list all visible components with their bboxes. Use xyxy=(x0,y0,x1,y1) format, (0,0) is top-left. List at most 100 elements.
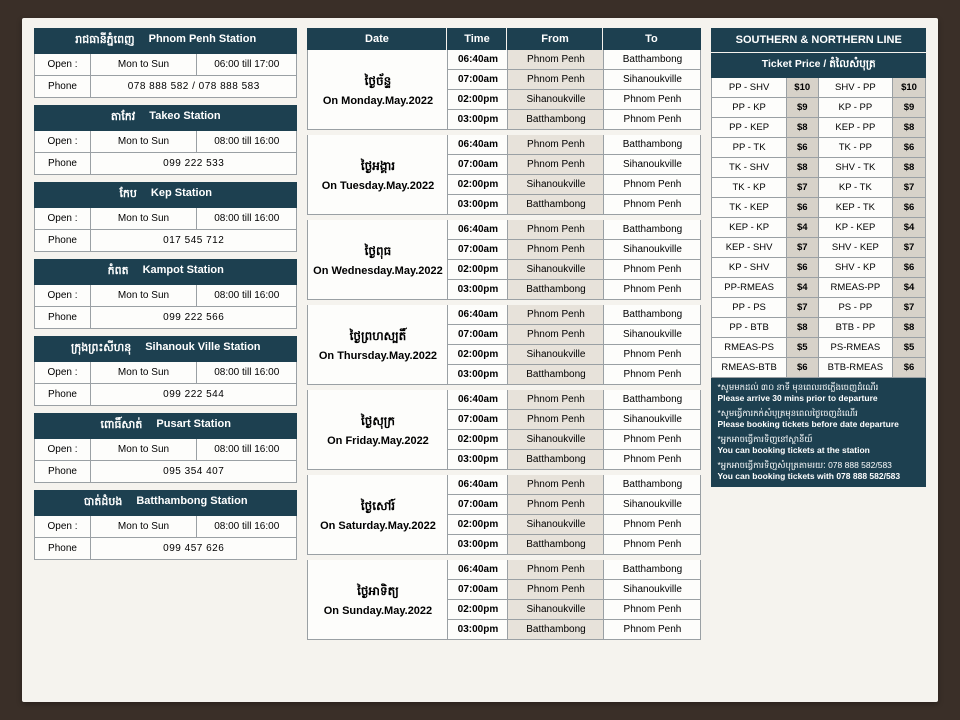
prices-notes: *សូមមកដល់ ៣០ នាទី មុនពេលរថភ្លើងចេញដំណើរP… xyxy=(711,378,926,487)
price-b: $8 xyxy=(893,318,925,337)
trip-from: Batthambong xyxy=(508,620,604,639)
trip-time: 07:00am xyxy=(448,580,508,599)
phone-number: 099 222 566 xyxy=(91,307,296,328)
trip-from: Batthambong xyxy=(508,110,604,129)
trip-time: 02:00pm xyxy=(448,430,508,449)
day-label: ថ្ងៃពុធ On Wednesday.May.2022 xyxy=(308,220,448,299)
phone-label: Phone xyxy=(35,461,91,482)
trip-from: Phnom Penh xyxy=(508,70,604,89)
note-en: You can booking tickets with 078 888 582… xyxy=(717,471,920,482)
trip-to: Phnom Penh xyxy=(604,175,700,194)
open-days: Mon to Sun xyxy=(91,131,197,152)
trip-from: Phnom Penh xyxy=(508,390,604,409)
trip-time: 07:00am xyxy=(448,495,508,514)
open-label: Open : xyxy=(35,208,91,229)
trip-from: Phnom Penh xyxy=(508,410,604,429)
price-row: PP-RMEAS$4RMEAS-PP$4 xyxy=(711,278,926,298)
route-b: SHV - KP xyxy=(819,258,893,277)
route-a: PP-RMEAS xyxy=(712,278,786,297)
day-en: On Sunday.May.2022 xyxy=(324,605,432,617)
open-label: Open : xyxy=(35,516,91,537)
trip-to: Batthambong xyxy=(604,135,700,154)
trip-row: 02:00pmSihanoukvillePhnom Penh xyxy=(448,430,700,450)
station-phone-row: Phone099 222 533 xyxy=(34,153,297,175)
trip-row: 07:00amPhnom PenhSihanoukville xyxy=(448,580,700,600)
trip-time: 02:00pm xyxy=(448,515,508,534)
price-b: $10 xyxy=(893,78,925,97)
trip-to: Batthambong xyxy=(604,305,700,324)
trip-to: Phnom Penh xyxy=(604,620,700,639)
day-label: ថ្ងៃព្រហស្បតិ៍On Thursday.May.2022 xyxy=(308,305,448,384)
phone-label: Phone xyxy=(35,76,91,97)
station-header: កំពតKampot Station xyxy=(34,259,297,285)
open-days: Mon to Sun xyxy=(91,439,197,460)
day-block: ថ្ងៃពុធ On Wednesday.May.2022 06:40am Phnom… xyxy=(307,220,701,300)
trip-to: Phnom Penh xyxy=(604,430,700,449)
phone-number: 099 457 626 xyxy=(91,538,296,559)
route-b: KP - TK xyxy=(819,178,893,197)
trip-time: 06:40am xyxy=(448,135,508,154)
phone-number: 099 222 544 xyxy=(91,384,296,405)
open-label: Open : xyxy=(35,439,91,460)
trip-row: 03:00pmBatthambongPhnom Penh xyxy=(448,450,700,469)
trip-to: Phnom Penh xyxy=(604,600,700,619)
day-kh: ថ្ងៃពុធ xyxy=(365,243,392,261)
schedule-header-row: Date Time From To xyxy=(307,28,701,50)
day-label: ថ្ងៃសុក្រOn Friday.May.2022 xyxy=(308,390,448,469)
route-b: SHV - KEP xyxy=(819,238,893,257)
route-a: KEP - KP xyxy=(712,218,786,237)
col-time: Time xyxy=(447,28,507,50)
day-block: ថ្ងៃព្រហស្បតិ៍On Thursday.May.202206:40a… xyxy=(307,305,701,385)
day-kh: ថ្ងៃព្រហស្បតិ៍ xyxy=(350,328,407,346)
prices-body: PP - SHV$10SHV - PP$10PP - KP$9KP - PP$9… xyxy=(711,78,926,378)
route-a: KEP - SHV xyxy=(712,238,786,257)
trip-to: Phnom Penh xyxy=(604,345,700,364)
trip-from: Phnom Penh xyxy=(508,580,604,599)
phone-label: Phone xyxy=(35,230,91,251)
route-a: RMEAS-BTB xyxy=(712,358,786,377)
trip-time: 03:00pm xyxy=(448,280,508,299)
trip-from: Batthambong xyxy=(508,280,604,299)
phone-label: Phone xyxy=(35,307,91,328)
route-b: SHV - PP xyxy=(819,78,893,97)
trip-time: 07:00am xyxy=(448,155,508,174)
station-phone-row: Phone078 888 582 / 078 888 583 xyxy=(34,76,297,98)
station-name-kh: ក្រុងព្រះសីហនុ xyxy=(71,341,131,357)
trip-row: 03:00pmBatthambongPhnom Penh xyxy=(448,280,700,299)
trip-to: Phnom Penh xyxy=(604,260,700,279)
trip-row: 03:00pmBatthambongPhnom Penh xyxy=(448,110,700,129)
price-row: RMEAS-BTB$6BTB-RMEAS$6 xyxy=(711,358,926,378)
station-name-en: Takeo Station xyxy=(149,110,220,126)
price-row: KP - SHV$6SHV - KP$6 xyxy=(711,258,926,278)
phone-number: 099 222 533 xyxy=(91,153,296,174)
price-a: $4 xyxy=(787,218,819,237)
phone-number: 078 888 582 / 078 888 583 xyxy=(91,76,296,97)
trip-row: 03:00pmBatthambongPhnom Penh xyxy=(448,620,700,639)
trip-to: Phnom Penh xyxy=(604,515,700,534)
trip-time: 06:40am xyxy=(448,220,508,239)
open-days: Mon to Sun xyxy=(91,54,197,75)
price-a: $7 xyxy=(787,178,819,197)
trip-time: 06:40am xyxy=(448,560,508,579)
trip-from: Phnom Penh xyxy=(508,495,604,514)
price-b: $8 xyxy=(893,158,925,177)
price-row: PP - KEP$8KEP - PP$8 xyxy=(711,118,926,138)
price-a: $7 xyxy=(787,298,819,317)
station-name-kh: បាត់ដំបង xyxy=(84,495,122,511)
trip-row: 07:00amPhnom PenhSihanoukville xyxy=(448,410,700,430)
trip-row: 02:00pmSihanoukvillePhnom Penh xyxy=(448,600,700,620)
day-rows: 06:40amPhnom PenhBatthambong07:00amPhnom… xyxy=(448,475,700,554)
note-kh: *សូមធ្វើការកក់សំបុត្រមុនពេលថ្ងៃចេញដំណើរ xyxy=(717,408,920,419)
trip-time: 02:00pm xyxy=(448,345,508,364)
station-name-kh: ពោធិ៍សាត់ xyxy=(100,418,142,434)
trip-from: Batthambong xyxy=(508,195,604,214)
trip-time: 07:00am xyxy=(448,240,508,259)
trip-time: 03:00pm xyxy=(448,620,508,639)
trip-row: 02:00pmSihanoukvillePhnom Penh xyxy=(448,260,700,280)
trip-from: Phnom Penh xyxy=(508,475,604,494)
trip-to: Phnom Penh xyxy=(604,535,700,554)
trip-from: Phnom Penh xyxy=(508,560,604,579)
day-en: On Wednesday.May.2022 xyxy=(313,265,443,277)
trip-from: Sihanoukville xyxy=(508,90,604,109)
note: *អ្នកអាចធ្វើការទិញនៅស្ថានីយ៍You can book… xyxy=(717,434,920,457)
